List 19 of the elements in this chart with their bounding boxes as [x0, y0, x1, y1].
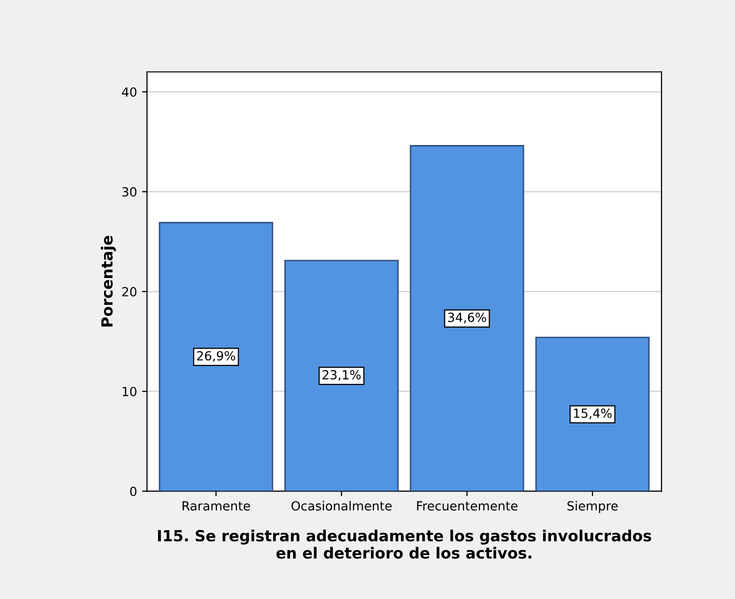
bar [410, 145, 524, 492]
bar [535, 336, 650, 492]
x-tick-label: Ocasionalmente [291, 500, 392, 511]
y-axis-title: Porcentaje [100, 236, 116, 326]
data-label: 34,6% [448, 312, 486, 324]
y-tick-label: 20 [122, 286, 136, 296]
x-tick-label: Raramente [182, 501, 250, 511]
x-tick-label: Frecuentemente [417, 501, 518, 511]
y-tick-label: 0 [130, 486, 136, 496]
y-tick-label: 30 [122, 187, 136, 197]
data-label: 26,9% [197, 351, 236, 362]
y-tick-label: 10 [122, 386, 136, 396]
bar [284, 260, 399, 492]
bar [158, 222, 274, 492]
data-label: 15,4% [574, 408, 612, 420]
x-tick-label: Siempre [567, 500, 618, 513]
data-label: 23,1% [322, 370, 361, 381]
x-axis-title: I15. Se registran adecuadamente los gastos involucrados en el deterioro de los activos. [158, 530, 652, 559]
y-tick-label: 40 [122, 87, 136, 97]
